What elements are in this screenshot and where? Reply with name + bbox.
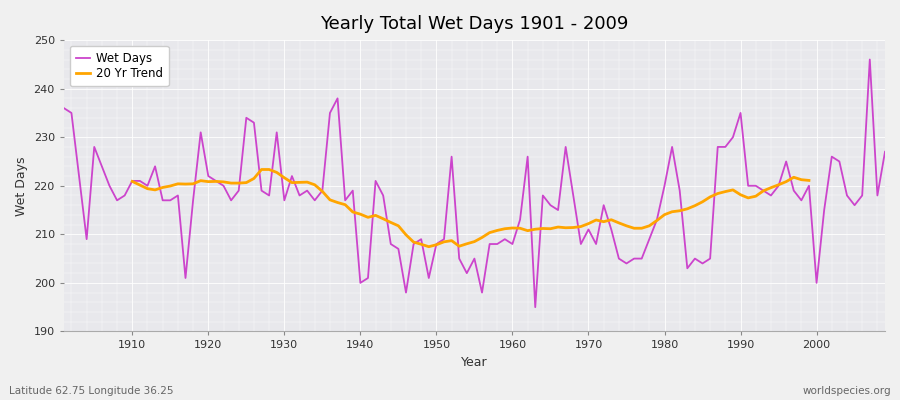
Wet Days [606,227,616,232]
Wet Days [500,237,510,242]
20 Yr Trend [804,178,814,183]
Wet Days [879,149,890,154]
Wet Days [864,57,875,62]
X-axis label: Year: Year [461,356,488,369]
Title: Yearly Total Wet Days 1901 - 2009: Yearly Total Wet Days 1901 - 2009 [320,15,628,33]
20 Yr Trend [127,179,138,184]
20 Yr Trend [340,202,351,207]
20 Yr Trend [256,167,267,172]
Wet Days [530,305,541,310]
Line: 20 Yr Trend: 20 Yr Trend [132,170,809,247]
Wet Days [120,193,130,198]
Wet Days [286,174,297,178]
Text: worldspecies.org: worldspecies.org [803,386,891,396]
Y-axis label: Wet Days: Wet Days [15,156,28,216]
Wet Days [58,106,69,110]
20 Yr Trend [720,189,731,194]
20 Yr Trend [218,180,229,184]
Line: Wet Days: Wet Days [64,60,885,307]
20 Yr Trend [788,175,799,180]
20 Yr Trend [423,244,434,249]
20 Yr Trend [705,194,716,199]
Wet Days [507,242,517,246]
Text: Latitude 62.75 Longitude 36.25: Latitude 62.75 Longitude 36.25 [9,386,174,396]
Legend: Wet Days, 20 Yr Trend: Wet Days, 20 Yr Trend [69,46,168,86]
Wet Days [332,96,343,101]
20 Yr Trend [614,220,625,225]
